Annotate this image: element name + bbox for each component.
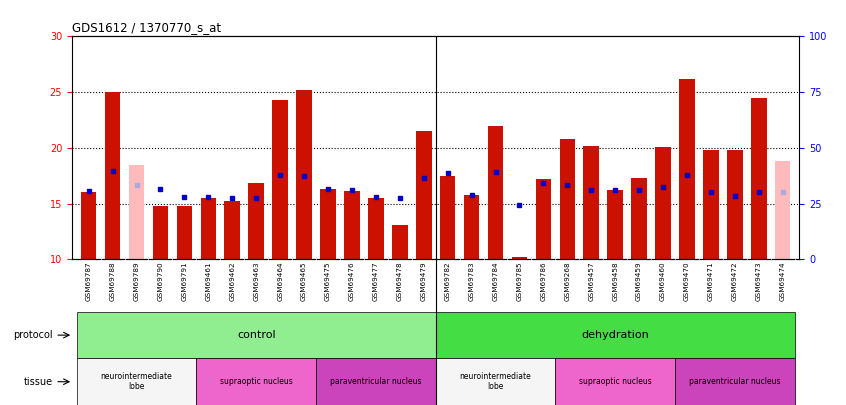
Text: GSM69462: GSM69462 — [229, 262, 235, 301]
Bar — [77, 312, 436, 358]
Bar — [584, 146, 599, 259]
Text: GSM69463: GSM69463 — [253, 262, 259, 301]
Text: GSM69268: GSM69268 — [564, 262, 570, 301]
Text: GSM69784: GSM69784 — [492, 262, 498, 301]
Text: GSM69786: GSM69786 — [541, 262, 547, 301]
Bar — [703, 150, 719, 259]
Text: GSM69790: GSM69790 — [157, 262, 163, 301]
Text: GSM69789: GSM69789 — [134, 262, 140, 301]
Text: paraventricular nucleus: paraventricular nucleus — [689, 377, 781, 386]
Bar — [196, 358, 316, 405]
Bar — [224, 201, 240, 259]
Bar — [488, 126, 503, 259]
Bar — [464, 194, 480, 259]
Text: GSM69464: GSM69464 — [277, 262, 283, 301]
Text: GSM69474: GSM69474 — [780, 262, 786, 301]
Text: GSM69477: GSM69477 — [373, 262, 379, 301]
Bar — [177, 206, 192, 259]
Text: GSM69782: GSM69782 — [445, 262, 451, 301]
Bar — [751, 98, 766, 259]
Bar — [416, 131, 431, 259]
Text: GSM69787: GSM69787 — [85, 262, 91, 301]
Text: dehydration: dehydration — [581, 330, 649, 340]
Bar — [440, 176, 455, 259]
Text: GSM69783: GSM69783 — [469, 262, 475, 301]
Text: GSM69465: GSM69465 — [301, 262, 307, 301]
Bar — [129, 164, 145, 259]
Text: GSM69470: GSM69470 — [684, 262, 690, 301]
Text: supraoptic nucleus: supraoptic nucleus — [220, 377, 293, 386]
Text: protocol: protocol — [14, 330, 52, 340]
Bar — [559, 139, 575, 259]
Text: GSM69459: GSM69459 — [636, 262, 642, 301]
Bar — [555, 358, 675, 405]
Bar — [656, 147, 671, 259]
Bar — [81, 192, 96, 259]
Bar — [105, 92, 120, 259]
Text: GDS1612 / 1370770_s_at: GDS1612 / 1370770_s_at — [72, 21, 221, 34]
Text: GSM69457: GSM69457 — [588, 262, 594, 301]
Bar — [607, 190, 623, 259]
Bar — [296, 90, 312, 259]
Text: GSM69471: GSM69471 — [708, 262, 714, 301]
Text: supraoptic nucleus: supraoptic nucleus — [579, 377, 651, 386]
Text: GSM69785: GSM69785 — [516, 262, 523, 301]
Bar — [675, 358, 794, 405]
Bar — [249, 183, 264, 259]
Text: GSM69473: GSM69473 — [755, 262, 761, 301]
Text: GSM69479: GSM69479 — [420, 262, 426, 301]
Bar — [316, 358, 436, 405]
Bar — [436, 358, 555, 405]
Bar — [152, 206, 168, 259]
Bar — [321, 189, 336, 259]
Text: GSM69472: GSM69472 — [732, 262, 738, 301]
Bar — [344, 191, 360, 259]
Text: neurointermediate
lobe: neurointermediate lobe — [459, 372, 531, 391]
Bar — [368, 198, 383, 259]
Bar — [392, 225, 408, 259]
Text: control: control — [237, 330, 276, 340]
Bar — [77, 358, 196, 405]
Bar — [436, 312, 794, 358]
Bar — [775, 161, 790, 259]
Text: GSM69788: GSM69788 — [110, 262, 116, 301]
Bar — [631, 178, 647, 259]
Text: GSM69478: GSM69478 — [397, 262, 403, 301]
Bar — [272, 100, 288, 259]
Text: GSM69461: GSM69461 — [206, 262, 212, 301]
Bar — [512, 257, 527, 259]
Bar — [536, 179, 551, 259]
Text: GSM69476: GSM69476 — [349, 262, 355, 301]
Text: GSM69791: GSM69791 — [181, 262, 188, 301]
Bar — [679, 79, 695, 259]
Bar — [727, 150, 743, 259]
Bar — [201, 198, 216, 259]
Text: tissue: tissue — [24, 377, 52, 387]
Text: GSM69458: GSM69458 — [613, 262, 618, 301]
Text: GSM69460: GSM69460 — [660, 262, 666, 301]
Text: GSM69475: GSM69475 — [325, 262, 331, 301]
Text: neurointermediate
lobe: neurointermediate lobe — [101, 372, 173, 391]
Text: paraventricular nucleus: paraventricular nucleus — [330, 377, 421, 386]
